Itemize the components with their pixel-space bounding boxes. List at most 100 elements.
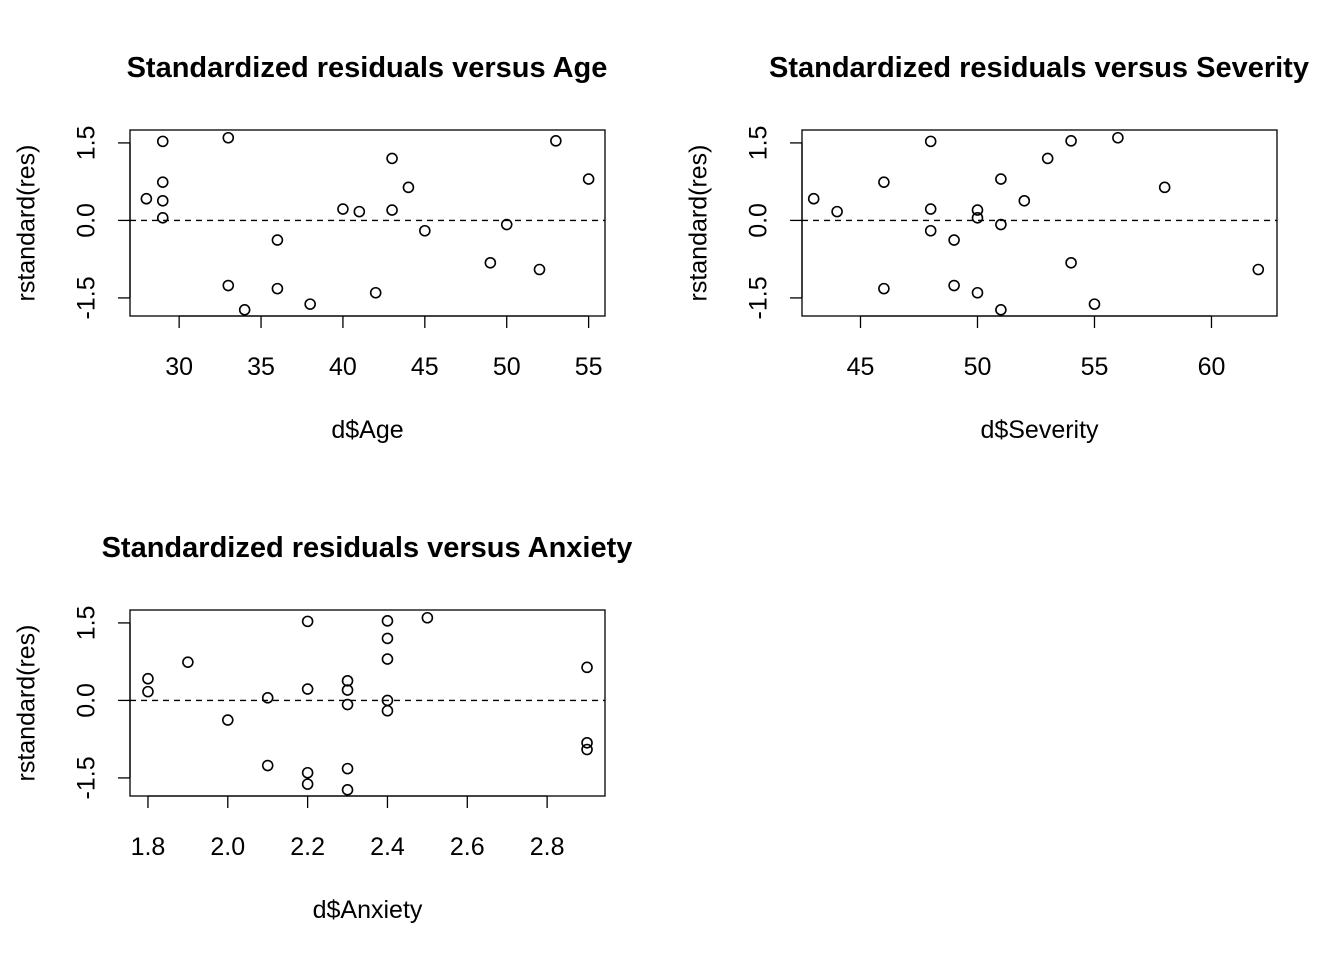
y-tick-label: 0.0 [73, 683, 101, 718]
x-axis-label: d$Severity [980, 416, 1099, 444]
y-tick-label: 1.5 [745, 126, 773, 161]
data-point [304, 298, 316, 310]
data-point [421, 611, 434, 624]
plot-frame [801, 129, 1278, 317]
data-point [301, 615, 314, 628]
data-point [831, 205, 843, 218]
data-point [341, 698, 354, 711]
data-point [948, 279, 960, 292]
data-point [484, 256, 497, 269]
data-point [381, 632, 394, 645]
chart-title: Standardized residuals versus Age [127, 52, 608, 84]
y-tick-label: -1.5 [745, 276, 773, 319]
data-point [971, 286, 984, 299]
x-tick-label: 35 [247, 353, 275, 381]
x-tick-label: 2.8 [530, 833, 565, 861]
y-tick-label: 0.0 [745, 203, 773, 238]
data-point [381, 704, 394, 717]
data-point [156, 135, 169, 148]
y-tick-label: -1.5 [73, 276, 101, 319]
data-point [221, 714, 234, 726]
y-tick-label: 0.0 [73, 203, 101, 238]
data-point [1065, 256, 1077, 269]
scatter-panel-2: Standardized residuals versus Severity 45… [685, 52, 1309, 444]
x-tick-label: 30 [165, 353, 193, 381]
x-tick-label: 2.6 [450, 833, 485, 861]
scatter-panel-1: Standardized residuals versus Age 30 35 40 4… [13, 52, 608, 444]
data-point [581, 661, 593, 674]
data-point [995, 173, 1007, 185]
data-point [878, 282, 890, 295]
data-point [156, 176, 169, 188]
x-tick-label: 50 [964, 353, 992, 381]
x-tick-label: 2.2 [290, 833, 325, 861]
data-point [381, 653, 394, 665]
data-point [381, 615, 394, 627]
data-point [533, 263, 546, 276]
data-point [301, 683, 314, 695]
data-point [341, 762, 354, 775]
data-point [341, 684, 354, 696]
data-point [500, 218, 513, 231]
data-point [1041, 152, 1054, 165]
data-point [142, 685, 154, 698]
data-point [271, 234, 284, 246]
data-point [402, 181, 415, 194]
data-point [156, 212, 169, 224]
data-point [1088, 298, 1101, 310]
data-point [1158, 181, 1171, 194]
y-axis-label: rstandard(res) [685, 145, 713, 302]
data-point [261, 692, 274, 704]
y-axis-label: rstandard(res) [13, 625, 41, 782]
x-axis-label: d$Anxiety [313, 896, 423, 924]
y-tick-label: -1.5 [73, 756, 101, 799]
plot-frame [129, 129, 606, 317]
data-point [353, 205, 366, 218]
chart-title: Standardized residuals versus Anxiety [102, 532, 633, 564]
x-tick-label: 55 [575, 353, 603, 381]
data-point [386, 152, 398, 165]
data-point [261, 759, 274, 772]
data-point [948, 234, 960, 246]
data-point [301, 766, 314, 779]
data-point [381, 694, 394, 707]
data-point [341, 783, 354, 796]
data-point [156, 194, 169, 207]
data-point [581, 736, 593, 749]
data-point [369, 286, 382, 299]
data-point [1065, 135, 1077, 147]
data-point [140, 192, 153, 205]
y-tick-label: 1.5 [73, 126, 101, 161]
data-point [386, 204, 398, 216]
data-point [995, 303, 1007, 316]
data-point [337, 203, 349, 215]
data-point [924, 224, 937, 237]
data-point [971, 204, 984, 216]
data-point [419, 224, 431, 237]
data-point [995, 218, 1007, 231]
plot-frame [129, 609, 606, 797]
data-point [971, 212, 984, 224]
data-point [581, 743, 593, 756]
data-point [550, 135, 562, 147]
x-tick-label: 60 [1198, 353, 1226, 381]
x-tick-label: 2.4 [370, 833, 405, 861]
data-point [1018, 194, 1031, 207]
data-point [222, 279, 235, 292]
data-point [142, 672, 154, 685]
data-point [222, 131, 235, 144]
data-point [924, 135, 937, 148]
x-tick-label: 2.0 [210, 833, 245, 861]
data-point [182, 656, 194, 668]
x-tick-label: 45 [847, 353, 875, 381]
data-point [582, 173, 595, 185]
scatter-panel-3: Standardized residuals versus Anxiety 1.8… [13, 532, 633, 924]
data-point [924, 203, 937, 215]
data-point [1112, 131, 1124, 144]
data-point [301, 778, 314, 790]
data-point [878, 176, 890, 188]
x-tick-label: 40 [329, 353, 357, 381]
x-tick-label: 45 [411, 353, 439, 381]
x-tick-label: 50 [493, 353, 521, 381]
